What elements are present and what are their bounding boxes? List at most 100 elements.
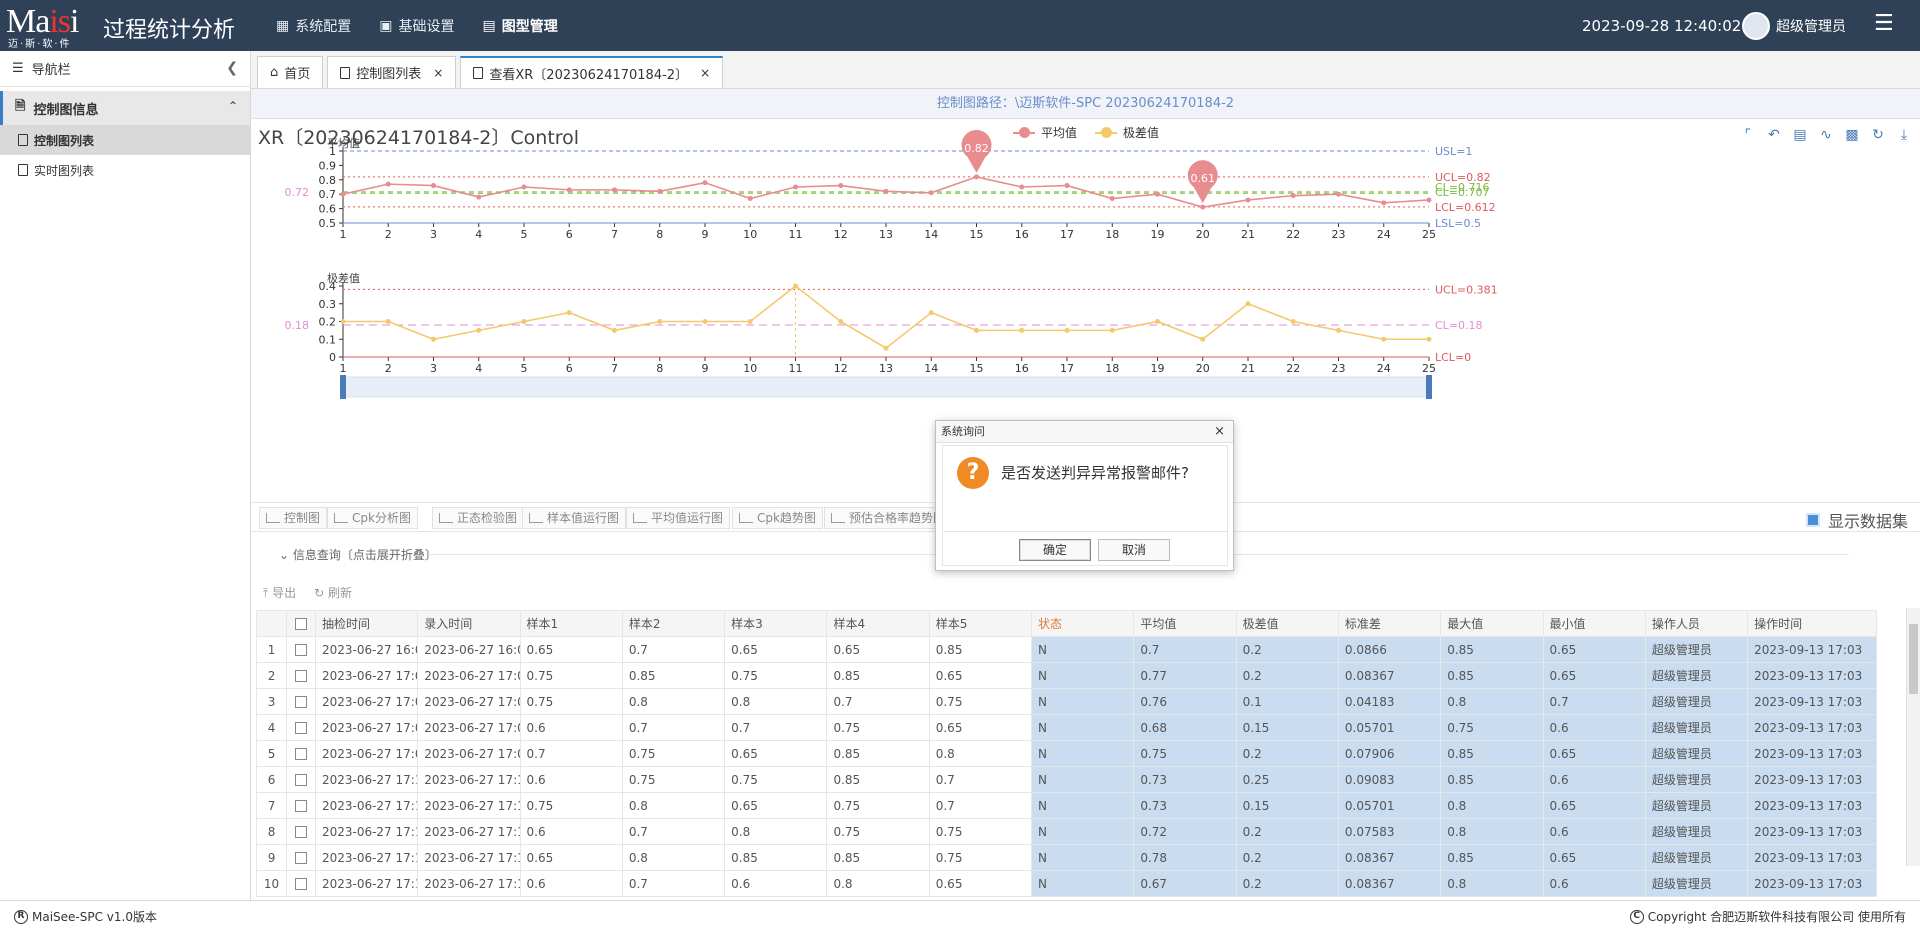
export-button[interactable]: ⤒ 导出 — [263, 586, 297, 600]
info-section-toggle[interactable]: ⌄ 信息查询〔点击展开折叠〕 — [279, 548, 1849, 562]
column-header[interactable]: 标准差 — [1337, 610, 1442, 637]
x-tick-label: 22 — [1286, 228, 1300, 241]
column-header[interactable]: 状态 — [1031, 610, 1135, 637]
tab-view-xr[interactable]: 查看XR〔20230624170184-2〕 × — [460, 56, 724, 88]
cpk-analysis-button[interactable]: Cpk分析图 — [327, 507, 418, 529]
cancel-button[interactable]: 取消 — [1098, 539, 1170, 561]
table-cell: 0.8 — [621, 844, 726, 871]
zoom-reset-icon[interactable]: ↶ — [1768, 127, 1780, 143]
yield-trend-button[interactable]: 预估合格率趋势图 — [824, 507, 953, 529]
column-header[interactable]: 极差值 — [1235, 610, 1339, 637]
mean-run-chart-button[interactable]: 平均值运行图 — [626, 507, 731, 529]
sidebar-item-control-chart-list[interactable]: 控制图列表 — [0, 125, 250, 155]
bar-switch-icon[interactable]: ▩ — [1845, 127, 1859, 143]
row-number-header — [256, 610, 288, 637]
row-checkbox[interactable] — [286, 714, 316, 741]
column-header[interactable]: 平均值 — [1133, 610, 1237, 637]
row-checkbox[interactable] — [286, 636, 316, 663]
column-header[interactable]: 录入时间 — [417, 610, 521, 637]
column-header[interactable]: 操作人员 — [1644, 610, 1749, 637]
sidebar-group-control-info[interactable]: 🗎 控制图信息 ⌃ — [0, 91, 250, 125]
select-all-checkbox[interactable] — [286, 610, 316, 637]
cpk-trend-button[interactable]: Cpk趋势图 — [732, 507, 823, 529]
nav-system-config[interactable]: ▦ 系统配置 — [276, 17, 352, 35]
column-header[interactable]: 样本5 — [928, 610, 1033, 637]
column-header[interactable]: 最小值 — [1542, 610, 1646, 637]
data-point — [657, 319, 663, 324]
hamburger-menu-icon[interactable]: ☰ — [1874, 11, 1894, 36]
data-view-icon[interactable]: ▤ — [1793, 127, 1807, 143]
sidebar-item-realtime-chart-list[interactable]: 实时图列表 — [0, 155, 250, 185]
close-icon[interactable]: × — [1214, 424, 1225, 439]
scrollbar-thumb[interactable] — [1909, 624, 1918, 694]
data-point — [1109, 327, 1115, 333]
table-cell: 0.75 — [519, 688, 623, 715]
control-chart-button[interactable]: 控制图 — [259, 507, 328, 529]
data-point — [1381, 200, 1387, 206]
data-point — [702, 180, 708, 186]
tab-control-chart-list[interactable]: 控制图列表 × — [327, 56, 457, 88]
row-checkbox[interactable] — [286, 792, 316, 819]
collapse-sidebar-icon[interactable]: ❮ — [226, 60, 238, 76]
tab-home[interactable]: ⌂ 首页 — [257, 56, 324, 88]
normality-test-button[interactable]: 正态检验图 — [432, 507, 525, 529]
show-dataset-toggle[interactable]: 显示数据集 — [1805, 508, 1908, 532]
column-header[interactable]: 操作时间 — [1747, 610, 1877, 637]
chart-section-label: 极差值 — [327, 271, 360, 285]
row-checkbox[interactable] — [286, 818, 316, 845]
data-point — [883, 345, 889, 351]
row-checkbox[interactable] — [286, 662, 316, 689]
sample-run-chart-button[interactable]: 样本值运行图 — [522, 507, 627, 529]
checkbox[interactable] — [1805, 513, 1820, 527]
row-checkbox[interactable] — [286, 766, 316, 793]
column-header[interactable]: 样本3 — [724, 610, 828, 637]
data-point — [928, 310, 934, 316]
column-header[interactable]: 样本1 — [519, 610, 623, 637]
save-image-icon[interactable]: ⤓ — [1900, 127, 1908, 143]
legend-range[interactable]: 极差值 — [1095, 124, 1159, 141]
table-cell: 0.65 — [1542, 662, 1646, 689]
table-cell: 0.65 — [519, 636, 623, 663]
column-header[interactable]: 最大值 — [1440, 610, 1544, 637]
column-header[interactable]: 样本4 — [826, 610, 930, 637]
confirm-button[interactable]: 确定 — [1019, 539, 1091, 561]
data-point — [928, 190, 934, 196]
chart-icon — [739, 513, 753, 523]
nav-basic-settings[interactable]: ▣ 基础设置 — [379, 17, 455, 35]
line-switch-icon[interactable]: ∿ — [1820, 127, 1832, 143]
x-tick-label: 18 — [1105, 362, 1119, 375]
area-zoom-icon[interactable]: ⌜ — [1744, 127, 1752, 143]
row-checkbox[interactable] — [286, 740, 316, 767]
dialog-message: 是否发送判异异常报警邮件? — [1001, 464, 1189, 482]
x-tick-label: 10 — [743, 362, 757, 375]
table-cell: 2023-06-27 17:10 — [417, 792, 521, 819]
close-tab-icon[interactable]: × — [700, 66, 711, 80]
column-header[interactable]: 抽检时间 — [314, 610, 419, 637]
nav-chart-management[interactable]: ▤ 图型管理 — [482, 17, 558, 35]
legend-mean[interactable]: 平均值 — [1013, 124, 1077, 141]
refresh-button[interactable]: ↻ 刷新 — [314, 586, 353, 600]
row-checkbox[interactable] — [286, 844, 316, 871]
close-tab-icon[interactable]: × — [433, 65, 444, 80]
user-menu[interactable]: 超级管理员 — [1742, 12, 1846, 40]
row-checkbox[interactable] — [286, 688, 316, 715]
restore-icon[interactable]: ↻ — [1872, 127, 1884, 143]
table-scrollbar[interactable] — [1906, 608, 1920, 866]
chart-icon — [439, 513, 453, 523]
column-header[interactable]: 样本2 — [621, 610, 726, 637]
row-checkbox[interactable] — [286, 870, 316, 897]
row-number: 10 — [256, 870, 288, 897]
data-table-wrap: 抽检时间 录入时间 样本1 样本2 样本3 样本4 样本5 状态 平均值 极差值… — [256, 610, 1907, 900]
row-number: 1 — [256, 636, 288, 663]
